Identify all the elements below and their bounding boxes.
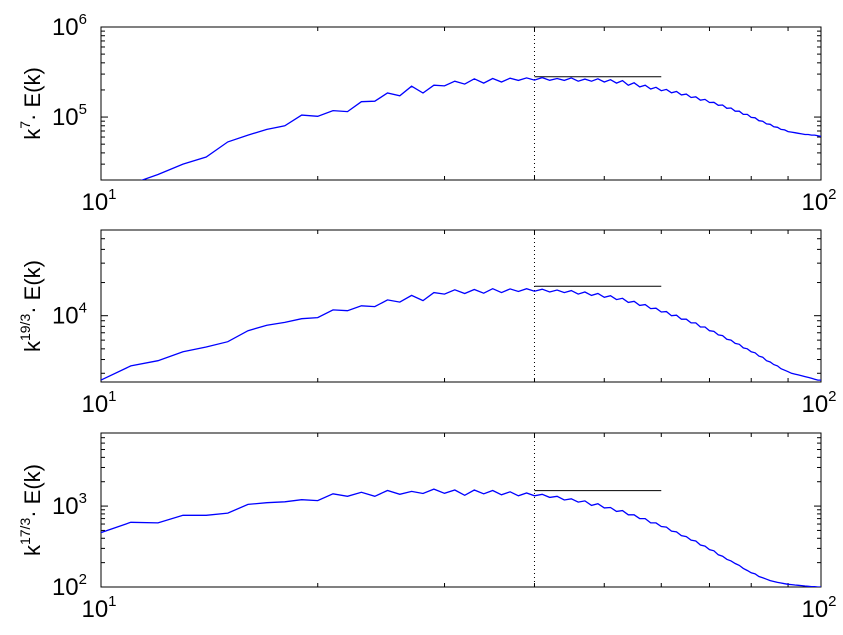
y-tick-label: 104 [52, 300, 87, 330]
y-axis-label: k7· E(k) [17, 67, 45, 140]
y-ticks [101, 26, 821, 181]
axes-frame [100, 26, 822, 181]
x-tick-label: 102 [801, 186, 836, 216]
y-ticks [101, 229, 821, 374]
y-tick-label: 103 [52, 490, 87, 520]
spectrum-line [101, 287, 821, 381]
x-tick-label: 101 [81, 186, 116, 216]
y-ticks [101, 432, 821, 588]
y-tick-label: 102 [52, 571, 87, 601]
x-tick-label: 102 [801, 388, 836, 418]
x-tick-label: 102 [801, 593, 836, 623]
x-tick-label: 101 [81, 593, 116, 623]
x-ticks [100, 27, 822, 180]
x-ticks [100, 230, 822, 382]
spectrum-line [101, 488, 821, 587]
y-axis-label: k17/3· E(k) [17, 464, 45, 556]
y-tick-label: 106 [52, 11, 87, 41]
x-tick-label: 101 [81, 388, 116, 418]
spectrum-line [140, 76, 821, 180]
y-axis-label: k19/3· E(k) [17, 260, 45, 352]
x-ticks [100, 433, 822, 587]
y-tick-label: 105 [52, 101, 87, 131]
axes-frame [100, 432, 822, 588]
axes-frame [100, 229, 822, 383]
